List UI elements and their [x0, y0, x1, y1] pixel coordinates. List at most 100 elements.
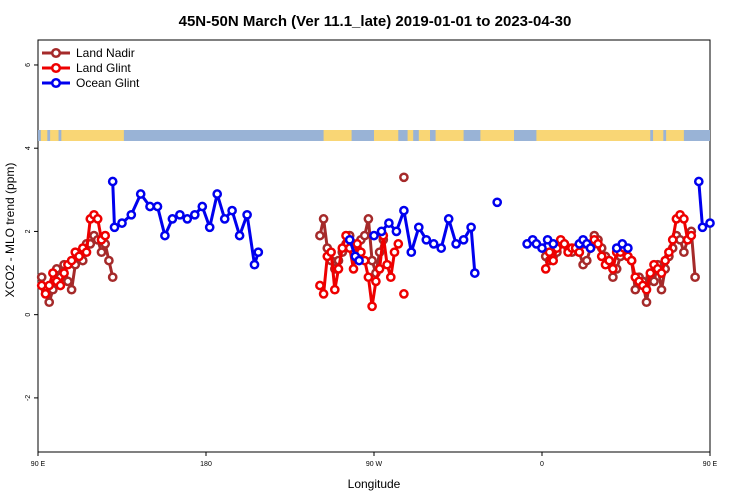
series-0-point-1-14 — [367, 255, 377, 266]
legend-marker-1 — [50, 62, 62, 74]
series-1-point-0-5 — [55, 280, 66, 291]
series-1-point-3-31 — [656, 268, 667, 278]
series-1-point-3-1 — [544, 247, 555, 258]
y-tick-label-3: 4 — [25, 146, 32, 150]
series-2-point-0-0 — [107, 176, 118, 187]
series-1-point-1-5 — [333, 264, 344, 274]
series-2-point-2-2 — [384, 218, 394, 228]
y-tick-label-0: -2 — [25, 395, 32, 401]
series-1-point-3-37 — [679, 214, 689, 224]
series-1-point-3-5 — [559, 239, 570, 249]
x-tick-label-2: 90 W — [366, 461, 383, 468]
series-2-point-2-11 — [451, 239, 461, 249]
y-tick-label-2: 2 — [25, 229, 32, 233]
series-0-point-3-31 — [656, 284, 667, 295]
series-1-point-3-14 — [593, 239, 603, 249]
series-1-point-0-12 — [81, 247, 92, 258]
series-2-point-2-5 — [406, 247, 417, 258]
series-1-point-3-34 — [667, 234, 678, 245]
series-2 — [107, 176, 715, 278]
series-2-point-0-5 — [145, 201, 155, 212]
series-2-point-2-4 — [399, 205, 409, 216]
strip-ocean-4 — [351, 130, 374, 141]
strip-ocean-1 — [47, 130, 51, 141]
series-2-point-2-13 — [466, 222, 476, 233]
series-1-point-0-10 — [74, 251, 84, 262]
series-0-point-3-37 — [679, 247, 689, 258]
series-1-point-1-15 — [371, 276, 381, 287]
series-0-point-3-40 — [690, 272, 700, 283]
strip-ocean-8 — [463, 130, 481, 141]
series-1-point-3-28 — [645, 268, 656, 278]
series-2-point-2-0 — [369, 230, 379, 241]
series-1-point-1-18 — [382, 259, 392, 270]
series-2-point-5-3 — [585, 243, 596, 253]
y-tick-label-1: 0 — [25, 313, 32, 317]
series-2-point-0-18 — [242, 209, 252, 220]
series-1-point-1-3 — [326, 247, 336, 258]
x-tick-label-4: 90 E — [703, 461, 718, 468]
series-2-point-2-8 — [428, 239, 439, 249]
series-1-point-0-17 — [100, 230, 111, 241]
land-ocean-strip — [38, 130, 710, 141]
series-0-point-1-0 — [315, 230, 325, 241]
strip-ocean-6 — [413, 130, 419, 141]
series-1-point-1-20 — [389, 247, 400, 258]
series-0-point-3-36 — [675, 234, 685, 245]
series-2-point-0-11 — [189, 209, 200, 220]
series-2-point-2-6 — [413, 222, 424, 233]
series-1-point-3-0 — [540, 264, 551, 274]
series-0-point-3-18 — [608, 272, 618, 283]
series-0-point-3-11 — [581, 255, 592, 266]
series-1-point-3-27 — [641, 284, 652, 295]
series-1-point-0-0 — [36, 280, 47, 291]
series-0-point-0-19 — [107, 272, 118, 283]
series-1-point-3-32 — [660, 255, 671, 266]
series-2-point-2-14 — [469, 268, 480, 278]
series-1-point-1-9 — [348, 264, 359, 274]
strip-ocean-7 — [430, 130, 436, 141]
series-0-point-0-2 — [44, 297, 55, 308]
series-2-point-0-8 — [167, 214, 178, 224]
series-2-point-2-7 — [421, 234, 432, 245]
series-2-point-4-3 — [537, 243, 547, 253]
series-2-point-4-5 — [548, 239, 559, 249]
series-2-point-0-1 — [109, 222, 120, 233]
series-2-point-0-15 — [219, 214, 230, 224]
series-1-point-0-6 — [59, 268, 69, 278]
series-2-point-0-19 — [249, 259, 260, 270]
strip-ocean-12 — [683, 130, 710, 141]
strip-ocean-9 — [514, 130, 537, 141]
strip-ocean-10 — [650, 130, 654, 141]
series-0-point-1-1 — [318, 214, 329, 224]
series-2-point-0-17 — [234, 230, 245, 241]
series-0-point-1-12 — [359, 230, 370, 241]
series-1-point-1-10 — [352, 239, 363, 249]
series-2-point-7-0 — [693, 176, 704, 187]
series-2-point-7-2 — [705, 218, 715, 228]
strip-ocean-3 — [123, 130, 324, 141]
series-1-point-3-2 — [548, 255, 559, 266]
legend-label-0: Land Nadir — [76, 46, 135, 60]
series-1-point-3-17 — [604, 255, 615, 266]
series-1-point-3-9 — [574, 247, 585, 258]
series-2-point-0-4 — [135, 189, 146, 199]
series-1-point-1-21 — [393, 239, 404, 249]
series-1-point-1-13 — [363, 272, 374, 283]
series-2-point-0-3 — [126, 209, 137, 220]
series-0-point-0-8 — [66, 284, 77, 295]
series-2-point-0-13 — [204, 222, 215, 233]
series-0-point-0-18 — [104, 255, 114, 266]
series-1-point-3-15 — [596, 251, 607, 262]
series-1-point-0-8 — [66, 255, 77, 266]
series-2-point-2-12 — [458, 234, 469, 245]
series-0-point-0-0 — [36, 272, 47, 283]
strip-ocean-2 — [58, 130, 62, 141]
series-layer — [36, 172, 715, 312]
series-1-point-3-18 — [608, 264, 618, 274]
series-1-point-2-0 — [399, 289, 409, 299]
series-1-point-1-0 — [315, 280, 325, 291]
series-2-point-2-10 — [443, 214, 454, 224]
series-2-point-0-7 — [160, 230, 170, 241]
